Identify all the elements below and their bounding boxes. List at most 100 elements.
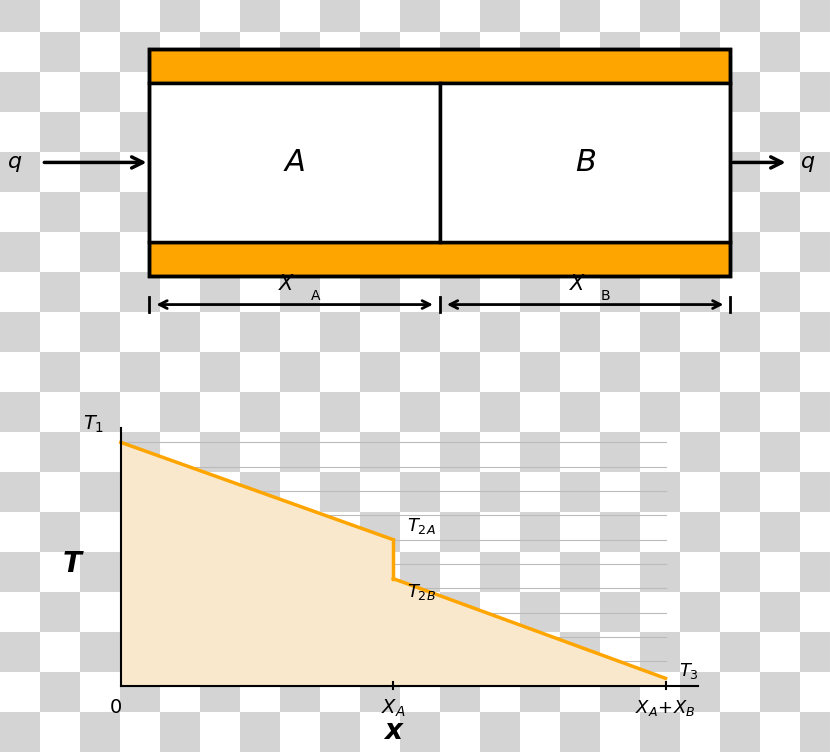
Bar <box>560 32 600 72</box>
Bar <box>40 272 80 312</box>
Bar <box>440 152 480 192</box>
Bar <box>440 312 480 352</box>
Bar <box>320 512 360 552</box>
Bar <box>680 352 720 392</box>
Bar <box>360 592 400 632</box>
Bar <box>760 352 800 392</box>
Bar <box>120 32 160 72</box>
Bar <box>440 0 480 32</box>
Bar <box>40 432 80 472</box>
Bar <box>560 472 600 512</box>
Bar <box>680 512 720 552</box>
Bar <box>600 712 640 752</box>
Bar <box>280 432 320 472</box>
Bar <box>160 472 200 512</box>
Bar <box>600 352 640 392</box>
Bar <box>400 592 440 632</box>
Bar <box>560 232 600 272</box>
Bar <box>800 592 830 632</box>
Bar <box>200 312 240 352</box>
Bar <box>320 632 360 672</box>
Bar <box>200 32 240 72</box>
Bar <box>149 241 730 276</box>
Bar <box>80 0 120 32</box>
Bar <box>680 632 720 672</box>
Bar <box>240 152 280 192</box>
Bar <box>280 152 320 192</box>
Bar <box>80 272 120 312</box>
Bar <box>280 552 320 592</box>
Bar <box>520 552 560 592</box>
Bar <box>0 712 40 752</box>
Bar <box>320 152 360 192</box>
Bar <box>320 112 360 152</box>
Bar <box>520 152 560 192</box>
Bar <box>560 192 600 232</box>
Bar <box>760 152 800 192</box>
Bar <box>0 112 40 152</box>
Bar <box>80 312 120 352</box>
Bar <box>80 512 120 552</box>
Bar <box>560 592 600 632</box>
Bar <box>200 432 240 472</box>
Bar <box>400 712 440 752</box>
Bar <box>480 32 520 72</box>
Bar <box>280 352 320 392</box>
Bar <box>400 392 440 432</box>
Bar <box>800 112 830 152</box>
Bar <box>720 432 760 472</box>
Bar <box>280 672 320 712</box>
Bar <box>800 192 830 232</box>
Bar <box>640 192 680 232</box>
Bar <box>320 552 360 592</box>
Bar <box>600 432 640 472</box>
Bar <box>760 72 800 112</box>
Bar <box>440 512 480 552</box>
Bar <box>560 312 600 352</box>
Text: $X_A\!+\!X_B$: $X_A\!+\!X_B$ <box>635 698 696 718</box>
Bar <box>80 32 120 72</box>
Bar <box>640 312 680 352</box>
Bar <box>600 192 640 232</box>
Bar <box>280 0 320 32</box>
Bar <box>320 192 360 232</box>
Bar <box>440 352 480 392</box>
Bar <box>80 552 120 592</box>
Bar <box>480 352 520 392</box>
Text: $T_1$: $T_1$ <box>83 414 105 435</box>
Bar <box>240 192 280 232</box>
Bar <box>400 0 440 32</box>
Bar <box>760 392 800 432</box>
Bar <box>480 712 520 752</box>
Bar <box>480 432 520 472</box>
Bar <box>480 152 520 192</box>
Bar <box>360 672 400 712</box>
Bar <box>400 232 440 272</box>
Bar <box>440 712 480 752</box>
Bar <box>520 192 560 232</box>
Bar <box>480 672 520 712</box>
Bar <box>800 632 830 672</box>
Bar <box>640 432 680 472</box>
Bar <box>120 432 160 472</box>
Bar <box>280 112 320 152</box>
Bar <box>0 632 40 672</box>
Bar <box>440 32 480 72</box>
Text: $T_3$: $T_3$ <box>679 661 699 681</box>
Bar <box>240 112 280 152</box>
Bar <box>680 472 720 512</box>
Bar <box>120 512 160 552</box>
Bar <box>720 112 760 152</box>
Bar <box>720 512 760 552</box>
Bar <box>120 592 160 632</box>
Bar <box>640 592 680 632</box>
Bar <box>240 272 280 312</box>
Bar <box>560 552 600 592</box>
Text: 0: 0 <box>110 698 121 717</box>
Bar <box>520 632 560 672</box>
Text: A: A <box>284 148 305 177</box>
Text: $X_A$: $X_A$ <box>381 698 406 719</box>
Text: X: X <box>569 274 584 294</box>
Text: q: q <box>801 153 815 172</box>
Bar <box>0 672 40 712</box>
